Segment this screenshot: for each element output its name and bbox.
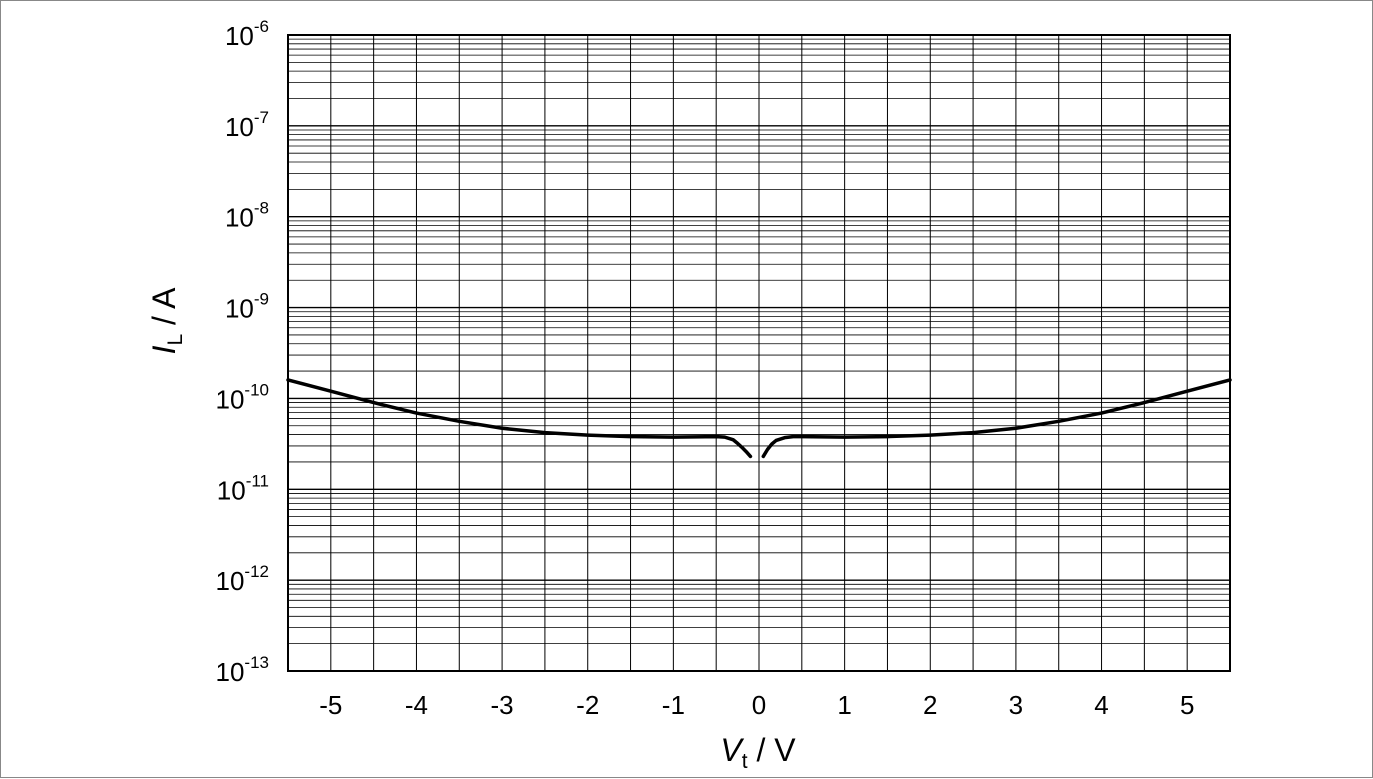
x-tick-label: -1 xyxy=(662,690,685,720)
data-series xyxy=(286,378,1232,459)
y-tick-labels: 10-6 10-7 10-8 10-9 10-10 10-11 10-12 10-13 xyxy=(216,17,270,687)
y-tick-label: 10-11 xyxy=(217,471,269,505)
x-tick-labels: -5 -4 -3 -2 -1 0 1 2 3 4 5 xyxy=(319,690,1194,720)
x-tick-label: -3 xyxy=(491,690,514,720)
y-tick-label: 10-9 xyxy=(225,290,269,324)
x-tick-label: 4 xyxy=(1094,690,1108,720)
x-tick-label: 3 xyxy=(1009,690,1023,720)
y-tick-label: 10-10 xyxy=(216,380,270,414)
y-axis-label: IL / A xyxy=(146,287,187,354)
series-line-1 xyxy=(286,378,753,459)
x-tick-label: 1 xyxy=(837,690,851,720)
x-tick-label: 2 xyxy=(923,690,937,720)
y-tick-label: 10-13 xyxy=(216,653,270,687)
y-tick-label: 10-12 xyxy=(216,562,270,596)
x-tick-label: -2 xyxy=(576,690,599,720)
y-tick-label: 10-6 xyxy=(225,17,269,51)
y-tick-label: 10-8 xyxy=(225,199,269,233)
plot-area-border xyxy=(287,34,1231,672)
series-line-2 xyxy=(761,378,1232,459)
x-tick-label: 5 xyxy=(1180,690,1194,720)
x-axis-label: Vt / V xyxy=(720,732,796,773)
y-tick-label: 10-7 xyxy=(225,108,269,142)
x-tick-label: 0 xyxy=(752,690,766,720)
x-tick-label: -4 xyxy=(405,690,428,720)
x-tick-label: -5 xyxy=(319,690,342,720)
